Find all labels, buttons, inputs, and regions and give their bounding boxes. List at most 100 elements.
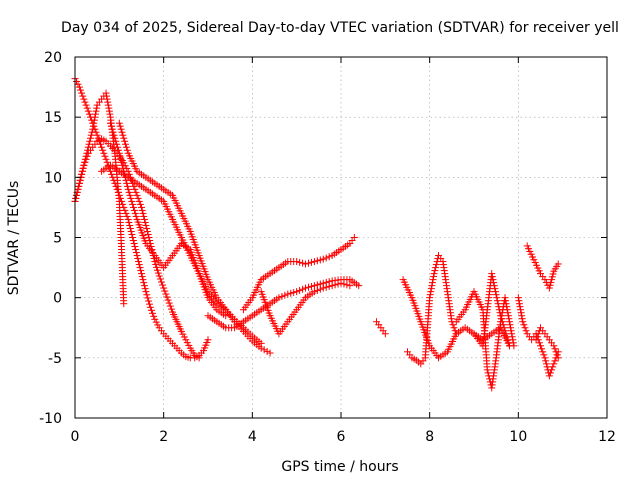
plot-frame — [74, 56, 608, 419]
data-point — [115, 149, 123, 157]
data-point — [515, 297, 523, 305]
data-point — [287, 289, 295, 297]
data-point — [505, 315, 513, 323]
data-point — [89, 122, 97, 130]
x-tick-label: 6 — [337, 429, 346, 445]
data-point — [83, 104, 91, 112]
data-point — [313, 286, 321, 294]
data-point — [537, 342, 544, 350]
y-tick-label: -10 — [39, 411, 62, 427]
data-point — [427, 288, 435, 296]
data-point — [83, 149, 91, 157]
data-point — [81, 98, 89, 106]
data-point — [550, 342, 558, 350]
series-track-p — [532, 324, 562, 362]
data-point — [123, 146, 131, 154]
data-point — [322, 283, 330, 291]
data-point — [110, 131, 118, 139]
data-point — [164, 296, 172, 304]
data-point — [500, 324, 508, 332]
data-point — [136, 200, 144, 208]
data-point — [123, 179, 131, 187]
data-point — [130, 206, 138, 214]
data-point — [515, 300, 523, 308]
data-point — [150, 312, 158, 320]
data-point — [165, 299, 173, 307]
data-point — [195, 354, 203, 362]
data-point — [284, 290, 292, 298]
data-point — [483, 366, 491, 374]
data-point — [143, 291, 151, 299]
data-point — [293, 288, 301, 296]
data-point — [140, 212, 148, 220]
data-point — [146, 303, 154, 311]
data-point — [542, 357, 550, 365]
series-track-e — [106, 119, 230, 320]
data-point — [75, 179, 83, 187]
data-point — [319, 255, 327, 263]
data-point — [126, 191, 134, 199]
data-point — [488, 273, 496, 281]
data-point — [120, 300, 128, 308]
data-point — [310, 258, 318, 266]
data-point — [533, 333, 541, 341]
data-point — [159, 281, 167, 289]
data-point — [426, 294, 434, 302]
data-point — [80, 95, 88, 103]
data-point — [82, 152, 90, 160]
data-point — [82, 101, 90, 109]
series-track-o — [523, 242, 562, 292]
data-point — [493, 294, 501, 302]
data-point — [542, 360, 550, 368]
data-point — [138, 270, 145, 278]
data-point — [553, 351, 561, 359]
data-point — [152, 260, 160, 268]
data-point — [72, 191, 80, 199]
data-point — [94, 134, 102, 142]
data-point — [149, 309, 157, 317]
data-point — [433, 258, 441, 266]
data-point — [449, 321, 457, 329]
data-point — [325, 282, 333, 290]
data-point — [316, 285, 324, 293]
data-point — [118, 128, 126, 136]
data-point — [304, 283, 312, 291]
data-point — [163, 293, 171, 301]
data-point — [122, 140, 130, 148]
data-point — [346, 282, 354, 290]
data-point — [488, 270, 496, 278]
data-point — [450, 324, 458, 332]
data-point — [505, 342, 513, 350]
data-point — [498, 318, 506, 326]
data-point — [518, 315, 526, 323]
data-point — [121, 173, 129, 181]
data-point — [502, 297, 510, 305]
data-point — [137, 267, 145, 275]
data-point — [115, 119, 123, 127]
data-point — [552, 348, 560, 356]
data-point — [131, 185, 139, 193]
data-point — [119, 131, 127, 139]
data-point — [290, 288, 298, 296]
data-point — [130, 182, 138, 190]
data-point — [89, 125, 97, 133]
data-point — [84, 143, 92, 151]
series-track-f — [115, 119, 274, 357]
data-point — [154, 269, 162, 277]
data-points — [71, 75, 562, 392]
data-point — [495, 303, 503, 311]
data-point — [121, 170, 129, 178]
data-point — [550, 360, 558, 368]
data-point — [106, 110, 114, 118]
axes: 0 2 4 6 8 10 12 -10 -5 0 5 10 15 20 — [39, 50, 616, 445]
data-point — [293, 258, 301, 266]
data-point — [127, 194, 135, 202]
data-point — [117, 155, 125, 163]
data-point — [81, 158, 89, 166]
data-point — [296, 286, 304, 294]
data-point — [133, 191, 141, 199]
data-point — [98, 143, 106, 151]
series-track-m — [470, 270, 513, 350]
data-point — [145, 300, 153, 308]
